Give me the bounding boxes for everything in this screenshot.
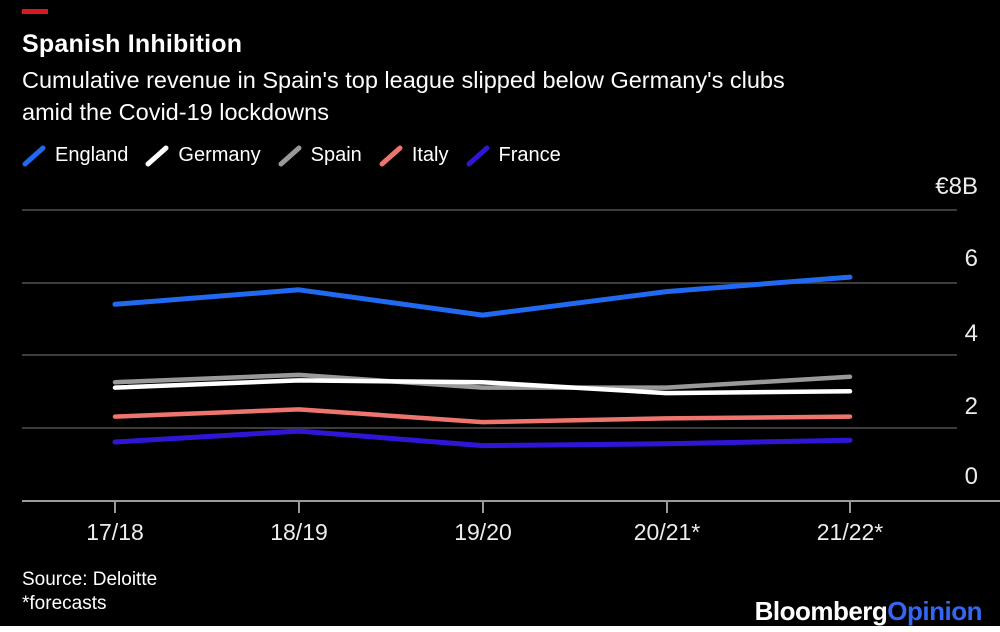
gridline-6 — [22, 282, 957, 284]
x-axis-tick — [849, 502, 851, 513]
y-tick-label-4: 4 — [964, 320, 978, 347]
x-tick-label-2021: 20/21* — [633, 519, 701, 545]
spain-slash-icon — [278, 145, 302, 166]
france-slash-icon — [466, 145, 489, 166]
x-axis-line — [22, 500, 1000, 502]
forecast-note: *forecasts — [22, 593, 107, 614]
chart-subtitle: Cumulative revenue in Spain's top league… — [22, 64, 785, 128]
source-note: Source: Deloitte *forecasts — [22, 568, 157, 616]
source-line: Source: Deloitte — [22, 569, 158, 590]
x-axis-tick — [298, 502, 300, 513]
y-tick-label-6: 6 — [964, 245, 978, 272]
series-line-spain — [112, 372, 853, 390]
x-tick-label-1819: 18/19 — [270, 519, 328, 545]
subtitle-line-1: Cumulative revenue in Spain's top league… — [22, 67, 785, 93]
legend-item-england: England — [22, 144, 128, 167]
legend-item-germany: Germany — [145, 144, 261, 167]
legend-item-spain: Spain — [278, 144, 362, 167]
gridline-8 — [22, 209, 957, 211]
x-axis-tick — [482, 502, 484, 513]
italy-slash-icon — [379, 145, 403, 166]
series-line-germany — [112, 378, 853, 396]
x-axis-tick — [666, 502, 668, 513]
x-axis-tick — [114, 502, 116, 513]
opinion-wordmark: Opinion — [887, 596, 982, 626]
legend-item-italy: Italy — [379, 144, 449, 167]
x-tick-label-1718: 17/18 — [86, 519, 144, 545]
legend-label-germany: Germany — [178, 144, 261, 166]
legend-item-france: France — [466, 144, 561, 167]
bloomberg-wordmark: Bloomberg — [754, 596, 888, 626]
legend-label-england: England — [55, 144, 129, 166]
series-line-italy — [112, 407, 853, 425]
england-slash-icon — [22, 145, 46, 166]
gridline-4 — [22, 354, 957, 356]
y-tick-label-2: 2 — [964, 393, 978, 420]
legend-label-france: France — [498, 144, 561, 166]
x-tick-label-1920: 19/20 — [454, 519, 512, 545]
germany-slash-icon — [145, 145, 169, 166]
bottom-white-bar — [0, 626, 1000, 632]
gridline-2 — [22, 427, 957, 429]
x-tick-label-2122: 21/22* — [816, 519, 884, 545]
page-title: Spanish Inhibition — [22, 30, 243, 58]
y-tick-label-8: €8B — [935, 173, 978, 200]
y-tick-label-0: 0 — [964, 463, 978, 490]
series-line-france — [112, 428, 853, 449]
bloomberg-opinion-logo: BloombergOpinion — [754, 596, 983, 627]
legend-label-italy: Italy — [411, 144, 449, 166]
subtitle-line-2: amid the Covid-19 lockdowns — [22, 99, 329, 125]
series-line-england — [112, 274, 853, 318]
legend-label-spain: Spain — [310, 144, 362, 166]
legend: England Germany Spain Italy France — [22, 144, 561, 167]
bloomberg-red-accent-dash — [22, 9, 48, 14]
